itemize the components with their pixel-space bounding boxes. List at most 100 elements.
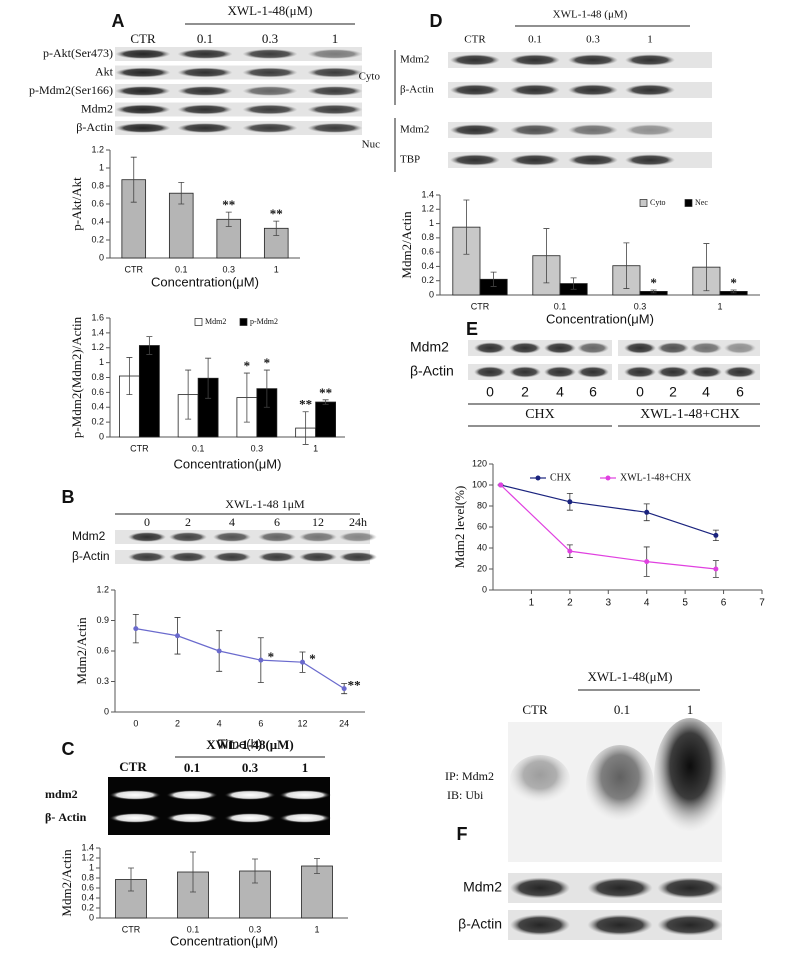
error-bar: [314, 858, 320, 874]
y-tick-label: 1.2: [96, 584, 109, 594]
y-axis-label: Mdm2/Actin: [59, 849, 74, 917]
label: p-Mdm2(Ser166): [29, 83, 113, 97]
label: Mdm2: [72, 529, 106, 543]
label: Akt: [95, 64, 114, 78]
significance: *: [650, 275, 657, 290]
x-tick-label: 0.1: [175, 264, 188, 274]
bar: [301, 865, 333, 919]
label: Mdm2: [410, 339, 449, 355]
blot-strip: [115, 121, 362, 135]
blot-band: [577, 366, 609, 378]
y-tick-label: 0.6: [421, 247, 434, 257]
blot-band: [690, 366, 722, 378]
label: 1: [332, 31, 339, 46]
label: 6: [589, 384, 597, 400]
error-bar: [273, 220, 280, 236]
y-tick-label: 0.2: [91, 234, 104, 244]
y-tick-label: 1.2: [91, 144, 104, 154]
blot-band: [115, 67, 171, 78]
x-tick-label: 0.1: [192, 443, 205, 453]
blot-band: [450, 54, 500, 66]
y-tick-label: 0.8: [81, 872, 94, 882]
significance: **: [299, 397, 312, 412]
gel-band: [279, 790, 331, 800]
x-tick-label: 1: [529, 598, 535, 609]
label: CHX: [525, 407, 555, 422]
blot-band: [169, 532, 207, 542]
y-tick-label: 1: [429, 218, 434, 228]
x-axis-label: Concentration(μM): [170, 933, 278, 948]
label: β-Actin: [72, 549, 110, 563]
y-tick-label: 0.2: [91, 417, 104, 427]
blot-strip: [115, 102, 362, 117]
blot-band: [177, 86, 233, 96]
marker: [300, 659, 305, 665]
x-tick-label: 6: [721, 598, 727, 609]
significance: *: [730, 275, 737, 290]
marker: [133, 626, 139, 632]
label: CTR: [464, 34, 486, 46]
y-tick-label: 0.8: [91, 372, 104, 382]
y-tick-label: 1: [89, 862, 94, 872]
blot-band: [450, 84, 500, 96]
label: β-Actin: [410, 363, 454, 379]
blot-band: [128, 532, 166, 542]
panel-label: C: [62, 739, 75, 759]
significance: *: [264, 355, 271, 370]
gel-band: [166, 813, 218, 823]
y-tick-label: 0.9: [96, 615, 109, 625]
x-tick-label: 1: [717, 301, 722, 311]
smear: [510, 755, 570, 805]
label: Mdm2: [400, 124, 429, 136]
y-tick-label: 100: [472, 479, 487, 489]
legend-label: Mdm2: [205, 317, 226, 326]
blot-band: [568, 54, 618, 66]
x-tick-label: 3: [606, 598, 612, 609]
label: 0.3: [262, 31, 278, 46]
legend-label: Nec: [695, 198, 708, 207]
x-tick-label: 0.3: [222, 264, 235, 274]
y-tick-label: 1: [99, 357, 104, 367]
label: Mdm2: [400, 54, 429, 66]
label: CTR: [130, 31, 156, 46]
blot-band: [242, 67, 298, 78]
smear: [654, 718, 726, 838]
blot-strip: [115, 47, 362, 61]
panel-label: F: [457, 824, 468, 844]
blot-band: [258, 552, 296, 562]
label: 6: [274, 515, 280, 529]
blot-band: [577, 342, 609, 354]
x-tick-label: 7: [759, 598, 765, 609]
error-bar: [146, 336, 153, 355]
label: 1: [687, 702, 694, 717]
significance: *: [268, 649, 275, 664]
marker: [644, 509, 650, 515]
label: β-Actin: [400, 84, 434, 96]
y-axis-label: Mdm2/Actin: [399, 211, 414, 279]
blot-band: [177, 67, 233, 78]
y-tick-label: 1.6: [91, 312, 104, 322]
y-tick-label: 1.2: [421, 204, 434, 214]
blot-band: [690, 342, 722, 354]
blot-band: [474, 366, 506, 378]
blot-band: [177, 49, 233, 59]
blot-band: [307, 67, 363, 78]
legend-swatch: [684, 199, 693, 207]
label: Mdm2: [463, 879, 502, 895]
label: XWL-1-48 1μM: [225, 497, 305, 511]
label: 0.1: [184, 760, 200, 775]
error-bar: [225, 211, 232, 227]
blot-band: [624, 366, 656, 378]
x-tick-label: 1: [274, 264, 279, 274]
error-bar: [623, 242, 630, 289]
y-tick-label: 1.4: [81, 842, 94, 852]
y-tick-label: 1.4: [421, 189, 434, 199]
blot-band: [258, 532, 296, 542]
error-bar: [730, 289, 737, 294]
blot-band: [510, 154, 560, 166]
y-tick-label: 0.4: [91, 216, 104, 226]
bar: [315, 401, 337, 438]
y-tick-label: 0.3: [96, 676, 109, 686]
blot-band: [339, 552, 377, 562]
